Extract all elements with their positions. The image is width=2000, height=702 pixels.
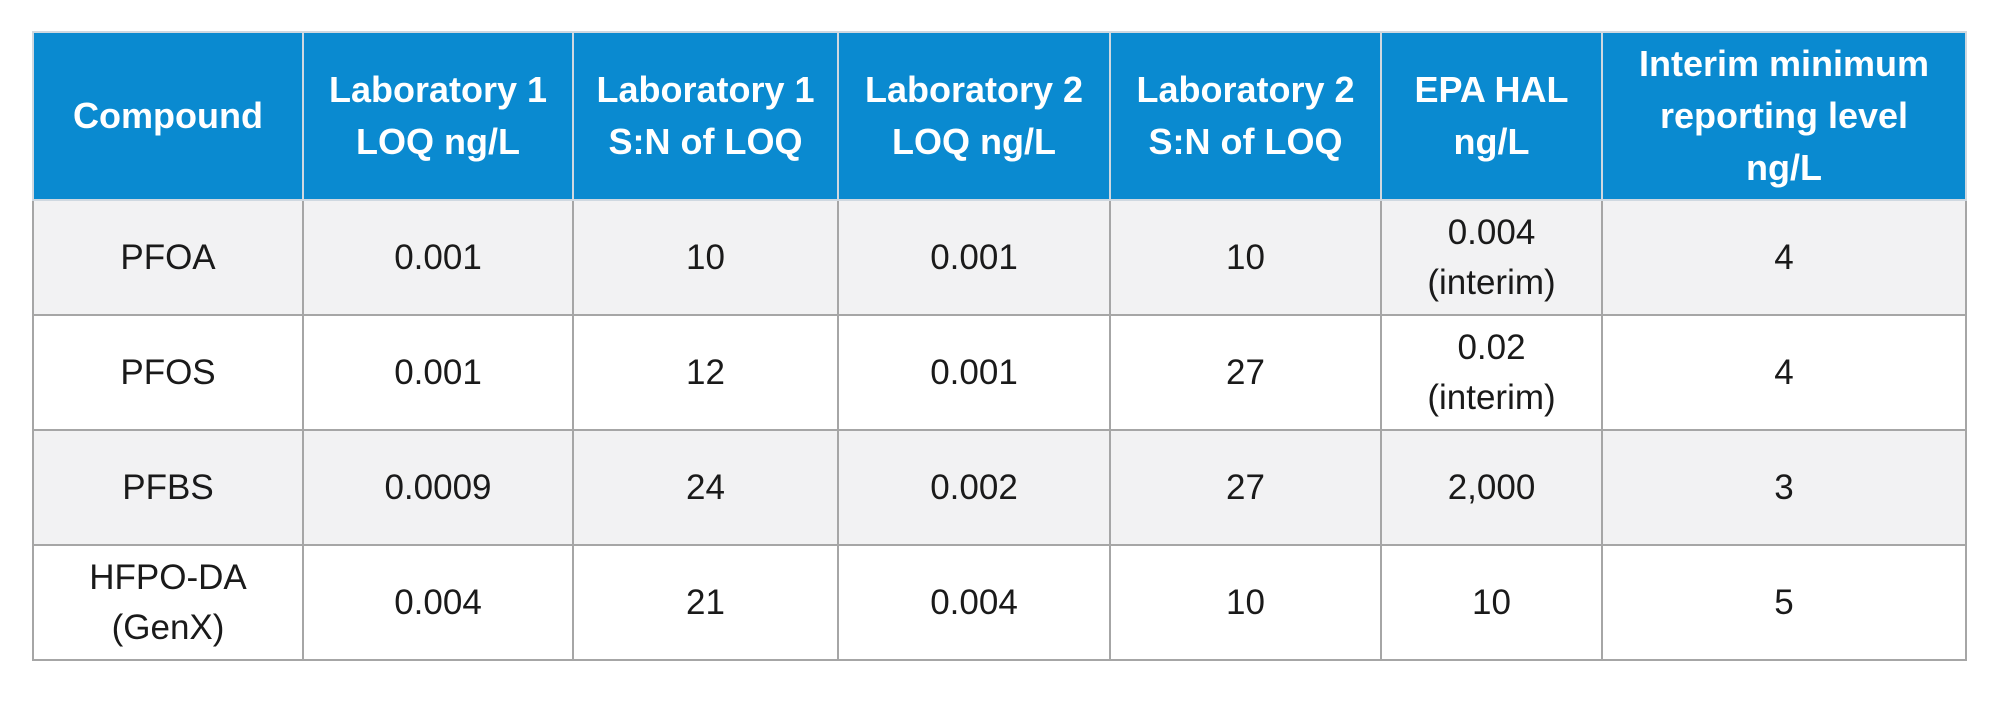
header-line: LOQ ng/L: [356, 121, 520, 162]
table-row-pfbs: PFBS 0.0009 24 0.002 27 2,000 3: [32, 429, 1967, 546]
cell-lab2-sn: 27: [1109, 314, 1382, 431]
header-line: ng/L: [1746, 147, 1822, 188]
cell-line: 10: [1226, 582, 1265, 622]
header-line: S:N of LOQ: [1148, 121, 1343, 162]
pfas-data-table: Compound Laboratory 1 LOQ ng/L Laborator…: [32, 31, 1967, 661]
cell-line: 4: [1774, 352, 1794, 392]
cell-line: 10: [1472, 582, 1511, 622]
cell-line: PFOA: [120, 237, 216, 277]
cell-lab1-loq: 0.001: [302, 199, 574, 316]
cell-lab1-sn: 12: [572, 314, 839, 431]
cell-epa-hal: 2,000: [1380, 429, 1603, 546]
cell-interim-mrl: 4: [1601, 314, 1967, 431]
cell-line: PFOS: [120, 352, 216, 392]
cell-line: 0.004: [930, 582, 1018, 622]
cell-line: 12: [686, 352, 725, 392]
cell-epa-hal: 0.02 (interim): [1380, 314, 1603, 431]
cell-lab1-loq: 0.004: [302, 544, 574, 661]
cell-line: 3: [1774, 467, 1794, 507]
cell-line: 10: [1226, 237, 1265, 277]
header-line: Laboratory 2: [864, 69, 1084, 110]
cell-line: 0.004: [394, 582, 482, 622]
cell-lab2-loq: 0.004: [837, 544, 1111, 661]
cell-lab1-sn: 21: [572, 544, 839, 661]
cell-line: 0.001: [394, 352, 482, 392]
cell-compound: PFBS: [32, 429, 304, 546]
cell-epa-hal: 10: [1380, 544, 1603, 661]
cell-line: 24: [686, 467, 725, 507]
cell-lab2-sn: 10: [1109, 199, 1382, 316]
cell-lab1-loq: 0.001: [302, 314, 574, 431]
cell-line: HFPO-DA: [89, 557, 247, 597]
cell-lab2-sn: 10: [1109, 544, 1382, 661]
cell-interim-mrl: 3: [1601, 429, 1967, 546]
cell-line: 0.001: [930, 237, 1018, 277]
header-line: S:N of LOQ: [608, 121, 803, 162]
cell-line: (interim): [1427, 377, 1556, 417]
cell-line: 0.001: [930, 352, 1018, 392]
cell-lab1-loq: 0.0009: [302, 429, 574, 546]
cell-compound: HFPO-DA (GenX): [32, 544, 304, 661]
cell-line: 27: [1226, 352, 1265, 392]
header-line: Interim minimum: [1638, 43, 1930, 84]
cell-lab2-loq: 0.002: [837, 429, 1111, 546]
cell-lab1-sn: 10: [572, 199, 839, 316]
cell-lab2-sn: 27: [1109, 429, 1382, 546]
pfas-data-table-container: Compound Laboratory 1 LOQ ng/L Laborator…: [32, 31, 1967, 661]
table-row-pfoa: PFOA 0.001 10 0.001 10 0.004 (interim) 4: [32, 199, 1967, 316]
table-row-hfpo-da: HFPO-DA (GenX) 0.004 21 0.004 10 10 5: [32, 544, 1967, 661]
cell-line: (interim): [1427, 262, 1556, 302]
cell-line: 10: [686, 237, 725, 277]
header-interim-mrl: Interim minimum reporting level ng/L: [1601, 31, 1967, 201]
cell-line: 27: [1226, 467, 1265, 507]
cell-lab1-sn: 24: [572, 429, 839, 546]
header-lab1-loq: Laboratory 1 LOQ ng/L: [302, 31, 574, 201]
cell-line: 5: [1774, 582, 1794, 622]
header-line: Compound: [73, 95, 263, 136]
cell-line: 0.004: [1447, 212, 1536, 252]
header-line: EPA HAL: [1414, 69, 1569, 110]
cell-interim-mrl: 4: [1601, 199, 1967, 316]
header-lab2-loq: Laboratory 2 LOQ ng/L: [837, 31, 1111, 201]
cell-compound: PFOS: [32, 314, 304, 431]
cell-line: PFBS: [122, 467, 214, 507]
header-line: Laboratory 1: [596, 69, 815, 110]
cell-epa-hal: 0.004 (interim): [1380, 199, 1603, 316]
cell-compound: PFOA: [32, 199, 304, 316]
header-line: ng/L: [1453, 121, 1530, 162]
cell-line: 0.02: [1457, 327, 1526, 367]
cell-lab2-loq: 0.001: [837, 199, 1111, 316]
cell-line: 21: [686, 582, 725, 622]
cell-line: 4: [1774, 237, 1794, 277]
table-row-pfos: PFOS 0.001 12 0.001 27 0.02 (interim) 4: [32, 314, 1967, 431]
header-line: Laboratory 2: [1136, 69, 1355, 110]
cell-line: 0.002: [930, 467, 1018, 507]
header-line: reporting level: [1659, 95, 1909, 136]
header-row: Compound Laboratory 1 LOQ ng/L Laborator…: [32, 31, 1967, 201]
header-lab2-sn: Laboratory 2 S:N of LOQ: [1109, 31, 1382, 201]
cell-line: 2,000: [1447, 467, 1536, 507]
cell-line: (GenX): [111, 607, 225, 647]
header-compound: Compound: [32, 31, 304, 201]
header-lab1-sn: Laboratory 1 S:N of LOQ: [572, 31, 839, 201]
cell-line: 0.001: [394, 237, 482, 277]
header-line: LOQ ng/L: [892, 121, 1056, 162]
cell-lab2-loq: 0.001: [837, 314, 1111, 431]
cell-line: 0.0009: [384, 467, 492, 507]
header-epa-hal: EPA HAL ng/L: [1380, 31, 1603, 201]
header-line: Laboratory 1: [328, 69, 548, 110]
cell-interim-mrl: 5: [1601, 544, 1967, 661]
